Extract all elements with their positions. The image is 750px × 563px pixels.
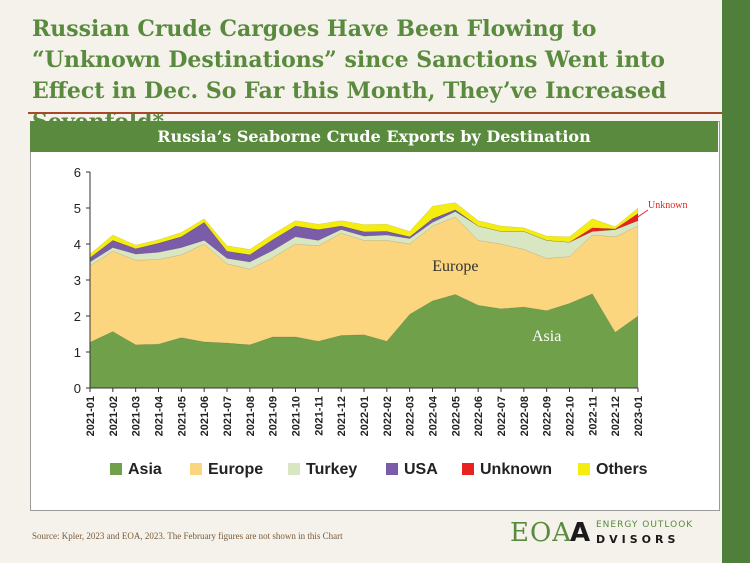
- x-tick-label: 2021-12: [336, 396, 348, 436]
- x-tick-label: 2021-04: [154, 395, 166, 436]
- title-divider: [28, 112, 722, 114]
- legend-swatch-usa: [386, 463, 398, 475]
- legend-label-others: Others: [596, 461, 648, 478]
- annotation-europe: Europe: [432, 258, 478, 275]
- legend-label-turkey: Turkey: [306, 461, 357, 478]
- annotation-asia: Asia: [532, 328, 561, 345]
- logo-bottom-text: DVISORS: [596, 533, 680, 546]
- x-tick-label: 2022-12: [610, 396, 622, 436]
- series-area-others: [89, 202, 639, 259]
- legend-label-asia: Asia: [128, 461, 162, 478]
- series-area-turkey: [89, 211, 639, 270]
- x-tick-label: 2022-06: [473, 396, 485, 436]
- legend-swatch-europe: [190, 463, 202, 475]
- x-tick-label: 2021-08: [245, 396, 257, 436]
- x-tick-label: 2022-07: [496, 396, 508, 436]
- legend-label-unknown: Unknown: [480, 461, 552, 478]
- x-tick-label: 2023-01: [633, 396, 645, 436]
- x-tick-label: 2021-11: [313, 396, 325, 436]
- legend-label-usa: USA: [404, 461, 438, 478]
- x-tick-label: 2021-01: [85, 396, 97, 436]
- logo-letter: A: [570, 518, 591, 548]
- x-tick-label: 2021-09: [268, 396, 280, 436]
- x-tick-label: 2022-10: [565, 396, 577, 436]
- annotation-unknown: Unknown: [648, 200, 687, 211]
- x-tick-label: 2021-06: [199, 396, 211, 436]
- y-tick-label: 1: [74, 345, 81, 360]
- y-tick-label: 5: [74, 201, 81, 216]
- x-tick-label: 2021-03: [131, 396, 143, 436]
- x-tick-label: 2022-01: [359, 396, 371, 436]
- x-tick-label: 2022-08: [519, 396, 531, 436]
- legend-swatch-unknown: [462, 463, 474, 475]
- y-tick-label: 2: [74, 309, 81, 324]
- page-title: Russian Crude Cargoes Have Been Flowing …: [32, 16, 667, 135]
- legend-swatch-others: [578, 463, 590, 475]
- legend-swatch-asia: [110, 463, 122, 475]
- x-tick-label: 2021-10: [291, 396, 303, 436]
- series-area-europe: [89, 216, 639, 346]
- chart-title: Russia’s Seaborne Crude Exports by Desti…: [30, 121, 718, 152]
- y-tick-label: 3: [74, 273, 81, 288]
- logo-mark: EOA: [510, 518, 573, 548]
- unknown-pointer-line: [634, 209, 649, 220]
- x-tick-label: 2022-03: [405, 396, 417, 436]
- stacked-area-chart: 0 1 2 3 4 5 6 2021-01 2021-02 2021-03 2021-04 2021-…: [74, 165, 688, 478]
- y-tick-label: 4: [74, 237, 81, 252]
- x-tick-label: 2021-05: [176, 396, 188, 436]
- eoa-logo: EOA A ENERGY OUTLOOK DVISORS: [510, 518, 722, 550]
- x-tick-label: 2022-04: [428, 395, 440, 436]
- legend-label-europe: Europe: [208, 461, 263, 478]
- side-accent-bar: [722, 0, 750, 563]
- x-tick-label: 2022-02: [382, 396, 394, 436]
- x-tick-label: 2022-09: [542, 396, 554, 436]
- y-tick-label: 0: [74, 381, 81, 396]
- legend-swatch-turkey: [288, 463, 300, 475]
- x-tick-label: 2022-11: [587, 396, 599, 436]
- logo-top-text: ENERGY OUTLOOK: [596, 520, 694, 530]
- x-tick-label: 2021-02: [108, 396, 120, 436]
- source-note: Source: Kpler, 2023 and EOA, 2023. The F…: [32, 531, 343, 541]
- x-tick-label: 2021-07: [222, 396, 234, 436]
- y-tick-label: 6: [74, 165, 81, 180]
- x-tick-label: 2022-05: [450, 396, 462, 436]
